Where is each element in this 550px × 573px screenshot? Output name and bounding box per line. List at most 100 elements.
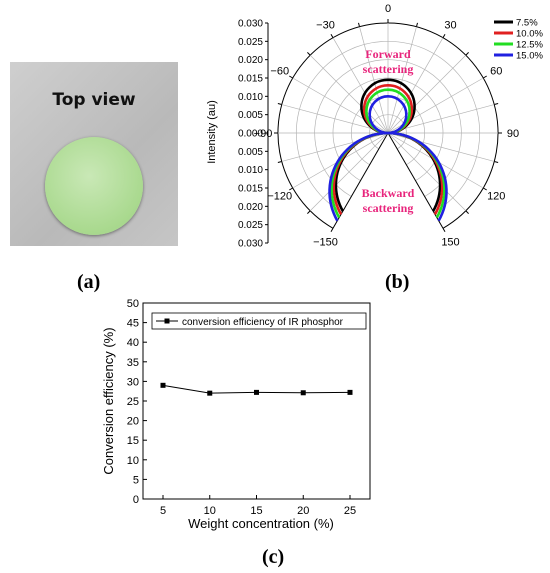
legend-label: conversion efficiency of IR phosphor	[182, 317, 344, 328]
polar-spoke	[387, 37, 444, 134]
radial-tick-label: 0.005	[238, 147, 263, 158]
angle-tick-label: −150	[313, 236, 338, 248]
radial-tick-label: 0.015	[238, 74, 263, 85]
plot-frame	[142, 302, 371, 500]
polar-tick	[483, 75, 487, 79]
y-tick-label: 20	[127, 416, 139, 428]
angle-tick-label: 150	[441, 236, 459, 248]
y-tick-label: 15	[127, 435, 139, 447]
y-tick-label: 40	[127, 337, 139, 349]
polar-spoke	[309, 132, 389, 212]
polar-tick	[442, 34, 446, 38]
line-y-axis-label: Conversion efficiency (%)	[101, 327, 116, 474]
legend-marker	[164, 318, 170, 324]
radial-tick-label: 0.030	[238, 239, 263, 250]
polar-tick	[307, 52, 311, 56]
phosphor-disc	[45, 137, 143, 235]
polar-spoke	[387, 132, 495, 162]
polar-y-axis-label: Intensity (au)	[206, 100, 218, 164]
polar-tick	[289, 187, 293, 191]
polar-labels: 0 30 60 90 120 150 −150 −120 −90 −60 −30 0.030 0.025…	[238, 3, 519, 250]
polar-tick	[415, 22, 418, 27]
panel-c-label: (c)	[262, 546, 285, 568]
x-tick-label: 15	[250, 505, 262, 517]
legend-label-10.0%: 10.0%	[516, 29, 543, 40]
radial-tick-label: 0.020	[238, 55, 263, 66]
polar-spoke	[281, 132, 389, 162]
polar-spoke	[387, 54, 467, 134]
polar-scattering-chart: 0 30 60 90 120 150 −150 −120 −90 −60 −30 0.030 0.025…	[206, 3, 543, 250]
y-tick-label: 50	[127, 298, 139, 310]
x-tick-label: 10	[204, 505, 216, 517]
x-axis-ticks: 5 10 15 20 25	[160, 495, 356, 517]
panel-a-label: (a)	[77, 271, 101, 293]
efficiency-point	[207, 390, 213, 396]
polar-tick	[330, 228, 334, 232]
efficiency-point	[347, 389, 353, 395]
polar-spoke	[309, 54, 389, 134]
backward-scattering-annotation: Backward scattering	[362, 186, 415, 215]
y-tick-label: 25	[127, 396, 139, 408]
legend-label-15.0%: 15.0%	[516, 51, 543, 62]
legend-label-7.5%: 7.5%	[516, 18, 538, 29]
y-tick-label: 5	[133, 474, 139, 486]
legend-box	[151, 312, 367, 330]
polar-spoke	[359, 26, 389, 134]
conversion-efficiency-chart: 0 5 10 15 20 25 30 35 40 45 50 5 10 15 20 25 Weight co…	[101, 298, 371, 531]
polar-tick	[465, 210, 469, 214]
y-tick-label: 30	[127, 376, 139, 388]
polar-spoke	[332, 132, 389, 229]
radial-tick-label: 0.020	[238, 202, 263, 213]
polar-spoke	[281, 104, 389, 134]
backward-curve-15.0%	[387, 131, 448, 222]
angle-tick-label: −30	[316, 20, 335, 32]
polar-tick	[442, 228, 446, 232]
polar-tick	[494, 103, 499, 106]
efficiency-point	[160, 382, 166, 388]
line-x-axis-label: Weight concentration (%)	[188, 516, 334, 531]
legend-label-12.5%: 12.5%	[516, 40, 543, 51]
radial-tick-label: 0.005	[238, 110, 263, 121]
efficiency-point	[300, 390, 306, 396]
radial-tick-label: 0.000	[238, 129, 263, 140]
angle-tick-label: 120	[487, 191, 505, 203]
polar-tick	[465, 52, 469, 56]
polar-tick	[330, 34, 334, 38]
top-view-title: Top view	[52, 90, 136, 110]
polar-spoke	[387, 26, 417, 134]
polar-tick	[277, 103, 282, 106]
polar-spoke	[387, 132, 444, 229]
polar-legend: 7.5%10.0%12.5%15.0%	[494, 18, 543, 62]
y-tick-label: 10	[127, 455, 139, 467]
radial-tick-label: 0.015	[238, 184, 263, 195]
angle-tick-label: −90	[254, 128, 273, 140]
radial-tick-label: 0.025	[238, 37, 263, 48]
angle-tick-label: 30	[444, 20, 456, 32]
radial-tick-label: 0.025	[238, 220, 263, 231]
radial-tick-label: 0.030	[238, 19, 263, 30]
efficiency-point	[254, 389, 259, 395]
x-tick-label: 20	[297, 505, 309, 517]
y-tick-label: 35	[127, 357, 139, 369]
polar-tick	[483, 187, 487, 191]
line-series	[160, 382, 353, 396]
x-tick-label: 5	[160, 505, 166, 517]
forward-scattering-annotation: Forward scattering	[363, 47, 414, 76]
y-axis-ticks: 0 5 10 15 20 25 30 35 40 45 50	[127, 298, 147, 506]
angle-tick-label: 0	[385, 3, 391, 15]
polar-tick	[358, 22, 361, 27]
y-tick-label: 45	[127, 318, 139, 330]
angle-tick-label: −120	[267, 191, 292, 203]
backward-curve-15.0%	[328, 131, 389, 222]
polar-curves	[328, 78, 448, 222]
polar-tick	[289, 75, 293, 79]
line-legend: conversion efficiency of IR phosphor	[151, 312, 367, 330]
top-view-photo: Top view	[10, 62, 178, 246]
polar-tick	[277, 160, 282, 163]
polar-spoke	[387, 132, 467, 212]
angle-tick-label: 90	[507, 128, 519, 140]
angle-tick-label: −60	[270, 66, 289, 78]
radial-tick-label: 0.010	[238, 165, 263, 176]
panel-b-label: (b)	[385, 271, 410, 293]
radial-tick-label: 0.010	[238, 92, 263, 103]
